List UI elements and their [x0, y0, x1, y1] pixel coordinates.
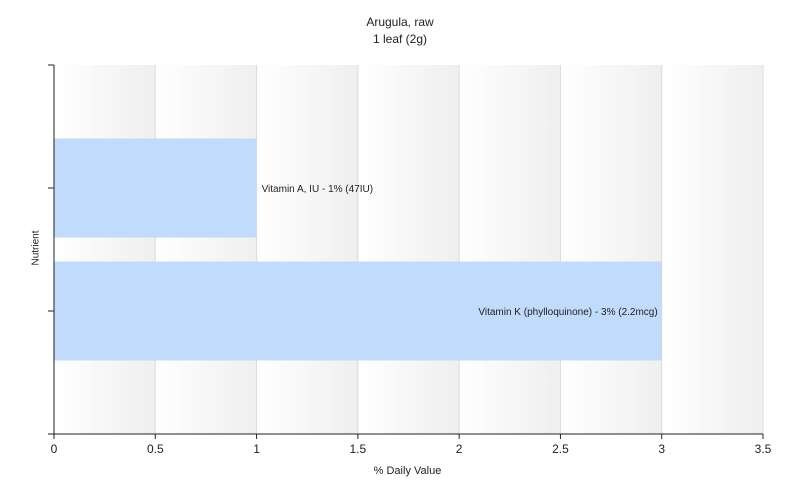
plot-band — [560, 65, 662, 434]
bar — [54, 138, 257, 238]
x-tick-label: 1.5 — [350, 442, 367, 456]
plot-band — [155, 65, 257, 434]
x-tick-label: 3.5 — [755, 442, 772, 456]
x-tick-label: 3 — [658, 442, 665, 456]
chart-subtitle: 1 leaf (2g) — [372, 32, 428, 46]
x-tick-label: 2 — [456, 442, 463, 456]
x-tick-label: 0 — [51, 442, 58, 456]
plot-band — [357, 65, 460, 434]
x-tick-label: 1 — [253, 442, 260, 456]
bar-data-label: Vitamin K (phylloquinone) - 3% (2.2mcg) — [478, 307, 657, 318]
plot-band — [459, 65, 561, 434]
chart-title: Arugula, raw — [366, 15, 434, 29]
x-tick-label: 0.5 — [147, 442, 164, 456]
y-axis-label: Nutrient — [30, 230, 42, 266]
bar — [54, 261, 662, 361]
plot-band — [54, 65, 156, 434]
plot-band — [661, 65, 763, 434]
plot-band — [256, 65, 358, 434]
x-tick-label: 2.5 — [552, 442, 569, 456]
bar-data-label: Vitamin A, IU - 1% (47IU) — [262, 184, 374, 195]
x-axis-label: % Daily Value — [373, 465, 442, 477]
